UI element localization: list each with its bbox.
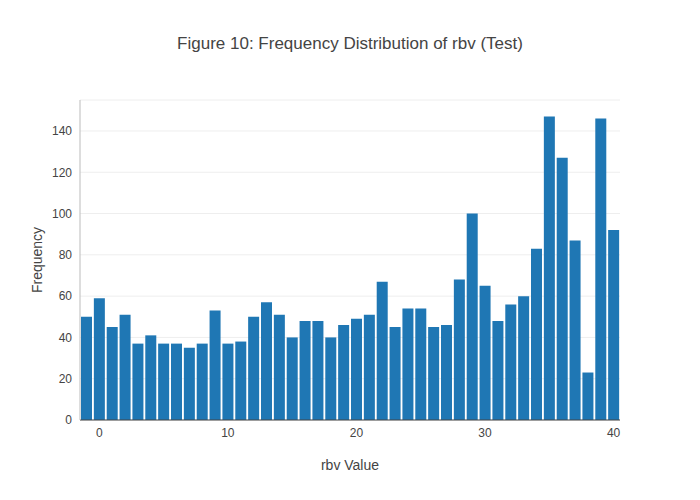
svg-text:20: 20 [59, 372, 73, 386]
svg-text:40: 40 [59, 331, 73, 345]
svg-text:20: 20 [350, 426, 364, 440]
svg-text:0: 0 [96, 426, 103, 440]
svg-text:30: 30 [478, 426, 492, 440]
svg-text:0: 0 [65, 413, 72, 427]
svg-text:60: 60 [59, 289, 73, 303]
svg-text:120: 120 [52, 166, 72, 180]
html-text:Frequency: Frequency [29, 226, 45, 294]
svg-text:10: 10 [221, 426, 235, 440]
svg-text:80: 80 [59, 248, 73, 262]
svg-text:40: 40 [607, 426, 621, 440]
html-text:rbv Value: rbv Value [320, 457, 379, 473]
svg-text:140: 140 [52, 124, 72, 138]
html-text:Figure 10: Frequency Distribut: Figure 10: Frequency Distribution of rbv… [177, 34, 523, 53]
svg-text:100: 100 [52, 207, 72, 221]
